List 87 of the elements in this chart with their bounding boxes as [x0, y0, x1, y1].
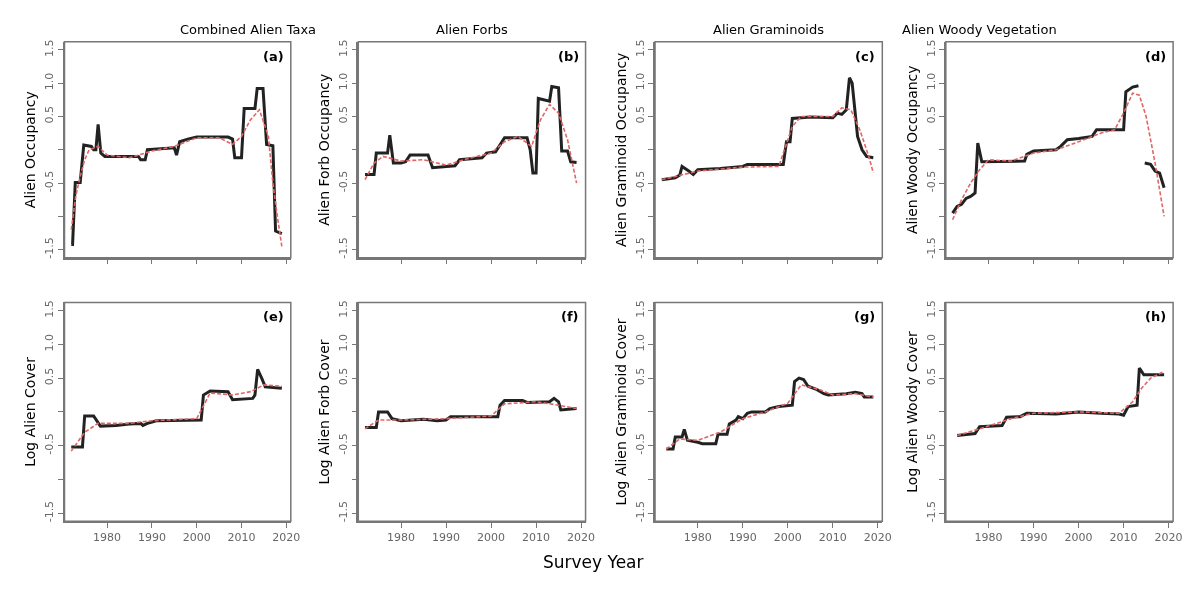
y-tick-label: 1.0: [43, 333, 57, 352]
line-series: [364, 103, 578, 184]
y-tick-label: -1.5: [43, 500, 57, 523]
y-tick-label: 1.5: [43, 300, 57, 318]
chart-title: Combined Alien Taxa: [180, 22, 317, 37]
y-tick-label: 1.0: [633, 72, 647, 91]
y-tick-label: 0.5: [337, 367, 351, 386]
line-series: [363, 84, 579, 176]
y-axis-title: Alien Graminoid Occupancy: [612, 52, 629, 247]
x-tick-label: 1990: [432, 531, 461, 545]
y-tick-label: 1.5: [337, 300, 351, 318]
y-tick-label: -1.5: [924, 237, 938, 259]
y-tick-label: -1.5: [43, 237, 57, 259]
y-tick-label: -1.5: [924, 500, 938, 523]
y-tick-label: 1.0: [337, 72, 351, 91]
annotation: (c): [855, 49, 875, 64]
y-tick-label: 1.0: [924, 333, 938, 352]
annotation: (d): [1145, 49, 1167, 64]
y-tick-label: -0.5: [337, 170, 351, 193]
x-tick-label: 2000: [182, 531, 211, 545]
x-tick-label: 1980: [387, 531, 416, 545]
y-axis-title: Log Alien Woody Cover: [903, 330, 920, 493]
y-tick-label: 1.0: [924, 72, 938, 91]
x-tick-label: 2020: [272, 531, 301, 545]
y-axis-title: Alien Woody Occupancy: [903, 65, 920, 235]
y-tick-label: 0.5: [924, 367, 938, 386]
x-tick-label: 2020: [863, 531, 892, 545]
y-tick-label: 1.5: [924, 39, 938, 57]
y-axis-title: Log Alien Cover: [22, 356, 39, 467]
y-tick-label: 1.0: [43, 72, 57, 91]
x-tick-label: 1980: [683, 531, 712, 545]
y-tick-label: -0.5: [633, 170, 647, 193]
x-tick-label: 2010: [522, 531, 551, 545]
x-tick-label: 2000: [773, 531, 802, 545]
y-tick-label: -0.5: [924, 433, 938, 455]
y-tick-label: -0.5: [924, 170, 938, 193]
y-tick-label: -1.5: [337, 500, 351, 523]
y-tick-label: 1.5: [337, 39, 351, 57]
x-tick-label: 2010: [227, 531, 256, 545]
y-tick-label: -1.5: [633, 237, 647, 259]
x-tick-label: 2020: [1154, 531, 1183, 545]
chart-title: Alien Graminoids: [713, 22, 825, 37]
x-tick-label: 1980: [974, 531, 1003, 545]
x-axis-title: Survey Year: [543, 552, 644, 572]
y-tick-label: 1.0: [633, 333, 647, 352]
annotation: (f): [561, 309, 579, 324]
y-tick-label: 0.5: [924, 106, 938, 124]
y-tick-label: 0.5: [43, 367, 57, 386]
annotation: (g): [854, 309, 876, 324]
y-tick-label: -0.5: [43, 433, 57, 455]
y-tick-label: 1.5: [924, 300, 938, 318]
chart-title: Alien Forbs: [436, 22, 509, 37]
x-tick-label: 2000: [1064, 531, 1093, 545]
annotation: (h): [1145, 309, 1167, 324]
y-tick-label: 0.5: [633, 106, 647, 124]
annotation: (e): [263, 309, 284, 324]
x-tick-label: 2020: [567, 531, 596, 545]
x-tick-label: 2010: [818, 531, 847, 545]
y-tick-label: 0.5: [337, 106, 351, 124]
y-tick-label: -0.5: [633, 433, 647, 455]
y-tick-label: -0.5: [43, 170, 57, 193]
chart-title: Alien Woody Vegetation: [902, 22, 1057, 37]
y-tick-label: 0.5: [633, 367, 647, 386]
annotation: (a): [263, 49, 284, 64]
y-axis-title: Alien Occupancy: [22, 91, 39, 209]
y-tick-label: 1.5: [633, 300, 647, 318]
x-tick-label: 2010: [1109, 531, 1138, 545]
y-axis-title: Log Alien Forb Cover: [316, 339, 333, 485]
x-tick-label: 2000: [477, 531, 506, 545]
line-series: [70, 108, 283, 248]
line-series: [70, 384, 283, 452]
line-series: [69, 367, 284, 449]
y-tick-label: -1.5: [337, 237, 351, 259]
annotation: (b): [558, 49, 580, 64]
y-tick-label: -0.5: [337, 433, 351, 455]
y-tick-label: 1.5: [633, 39, 647, 57]
y-tick-label: 0.5: [43, 106, 57, 124]
y-tick-label: 1.5: [43, 39, 57, 57]
y-axis-title: Alien Forb Occupancy: [316, 73, 333, 226]
y-axis-title: Log Alien Graminoid Cover: [612, 318, 629, 506]
y-tick-label: -1.5: [633, 500, 647, 523]
line-series: [660, 106, 875, 181]
x-tick-label: 1990: [137, 531, 166, 545]
x-tick-label: 1990: [728, 531, 757, 545]
y-tick-label: 1.0: [337, 333, 351, 352]
x-tick-label: 1990: [1019, 531, 1048, 545]
x-tick-label: 1980: [93, 531, 122, 545]
